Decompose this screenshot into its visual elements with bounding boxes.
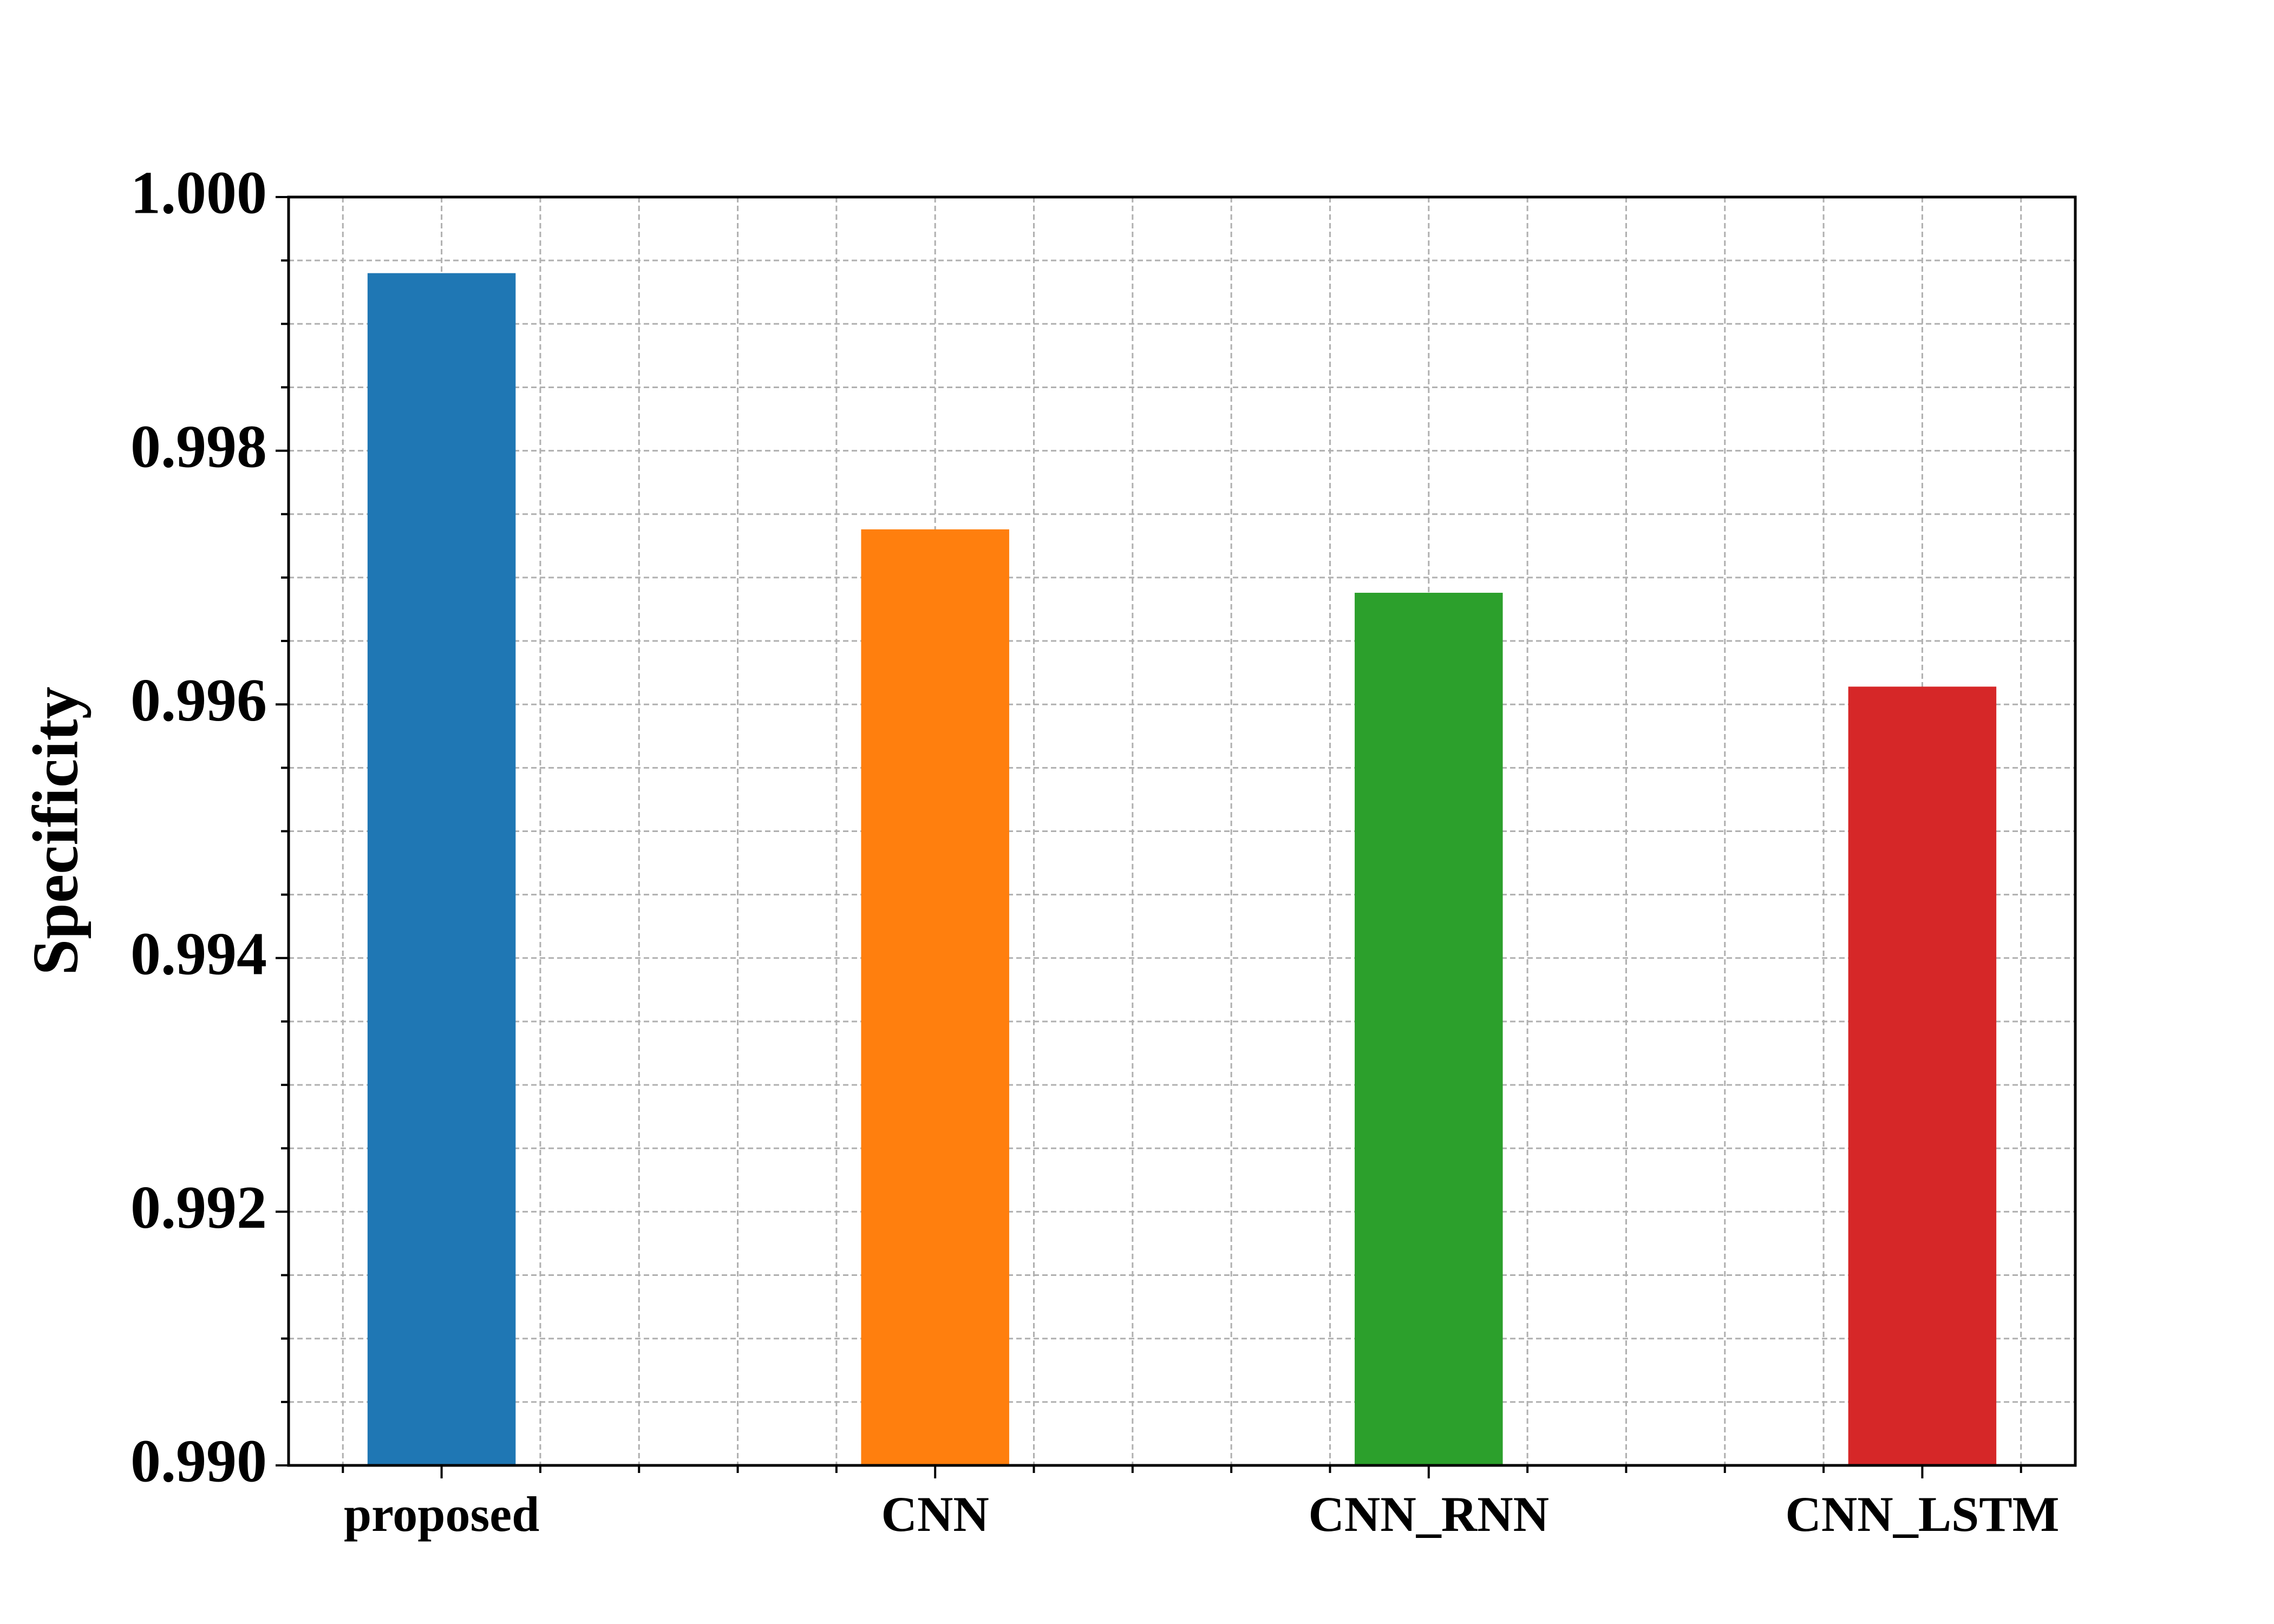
x-tick-label: CNN <box>881 1487 989 1542</box>
bars <box>367 273 1997 1466</box>
y-tick-label: 0.990 <box>130 1428 267 1495</box>
y-tick-label: 0.996 <box>130 667 267 734</box>
y-axis-label: Specificity <box>19 686 92 975</box>
y-tick-label: 0.992 <box>130 1174 267 1241</box>
bar <box>1848 686 1997 1465</box>
x-tick-label: proposed <box>344 1487 539 1542</box>
bar <box>861 529 1009 1466</box>
bar <box>1355 593 1503 1465</box>
y-tick-label: 0.994 <box>130 921 267 988</box>
bar <box>367 273 516 1465</box>
y-tick-label: 1.000 <box>130 160 267 227</box>
y-tick-label: 0.998 <box>130 413 267 480</box>
x-tick-label: CNN_RNN <box>1308 1487 1549 1542</box>
x-tick-label: CNN_LSTM <box>1785 1487 2059 1542</box>
